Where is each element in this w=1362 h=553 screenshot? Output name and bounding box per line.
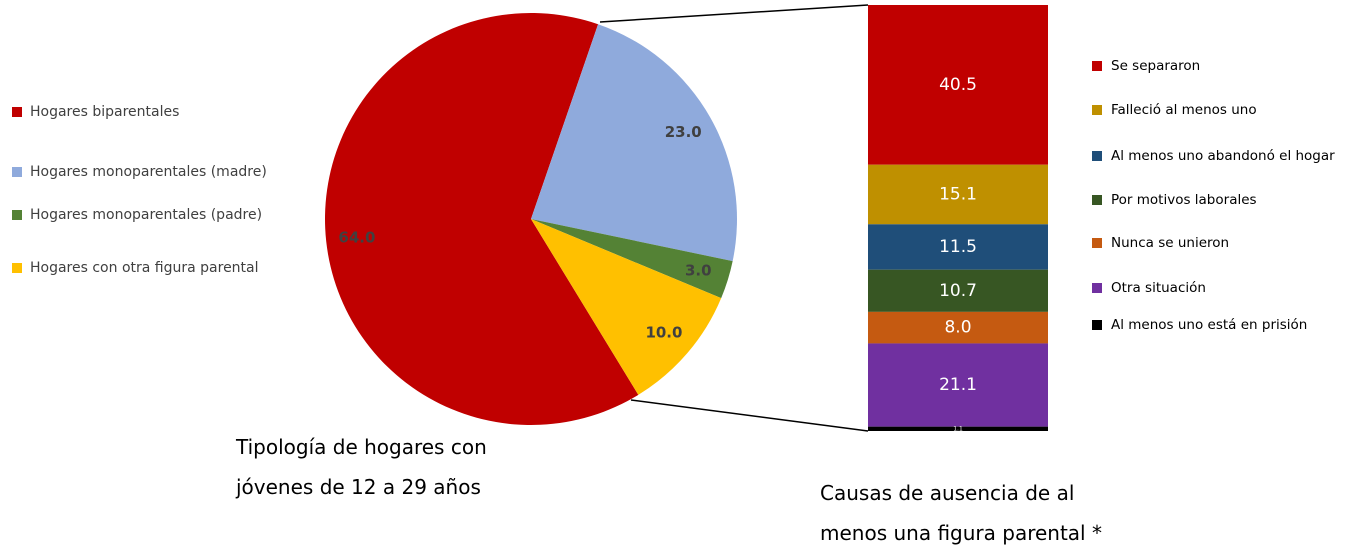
legend-label: Al menos uno abandonó el hogar	[1111, 148, 1335, 164]
connector-line	[630, 399, 869, 432]
legend-label: Nunca se unieron	[1111, 235, 1229, 251]
data-label: 10.0	[645, 323, 682, 341]
legend-swatch	[12, 107, 22, 117]
bar-segment	[868, 426, 1048, 431]
legend-swatch	[1092, 320, 1102, 330]
data-label: 21.1	[939, 375, 977, 395]
legend-swatch	[12, 263, 22, 273]
data-label: 8.0	[944, 318, 971, 338]
legend-label: Hogares con otra figura parental	[30, 260, 259, 276]
data-label: 11.5	[939, 237, 977, 257]
legend-label: Falleció al menos uno	[1111, 102, 1257, 118]
data-label: 1.1	[953, 425, 963, 432]
legend-swatch	[1092, 238, 1102, 248]
legend-label: Hogares monoparentales (padre)	[30, 207, 262, 223]
legend-label: Por motivos laborales	[1111, 192, 1257, 208]
data-label: 15.1	[939, 185, 977, 205]
legend-swatch	[1092, 195, 1102, 205]
pie-slice	[531, 24, 737, 262]
data-label: 10.7	[939, 281, 977, 301]
legend-label: Otra situación	[1111, 280, 1206, 296]
bar-segment	[868, 269, 1048, 312]
legend-swatch	[1092, 61, 1102, 71]
legend-swatch	[1092, 105, 1102, 115]
pie-caption: Tipología de hogares con jóvenes de 12 a…	[236, 435, 487, 499]
legend-label: Hogares monoparentales (madre)	[30, 164, 267, 180]
legend-swatch	[12, 167, 22, 177]
legend-swatch	[1092, 151, 1102, 161]
data-label: 40.5	[939, 75, 977, 95]
legend-label: Al menos uno está en prisión	[1111, 317, 1307, 333]
bar-segment	[868, 164, 1048, 225]
pie-slice	[531, 219, 722, 395]
data-label: 64.0	[338, 228, 375, 246]
legend-swatch	[1092, 283, 1102, 293]
legend-label: Hogares biparentales	[30, 104, 179, 120]
data-label: 3.0	[685, 261, 712, 279]
legend-swatch	[12, 210, 22, 220]
bar-segment	[868, 5, 1048, 165]
connector-line	[599, 4, 869, 23]
pie-slice	[531, 219, 733, 299]
data-label: 23.0	[665, 123, 702, 141]
bar-segment	[868, 311, 1048, 344]
pie-slice	[325, 12, 639, 425]
bar-segment	[868, 343, 1048, 427]
bar-segment	[868, 224, 1048, 270]
legend-label: Se separaron	[1111, 58, 1200, 74]
bar-caption: Causas de ausencia de al menos una figur…	[820, 481, 1102, 545]
